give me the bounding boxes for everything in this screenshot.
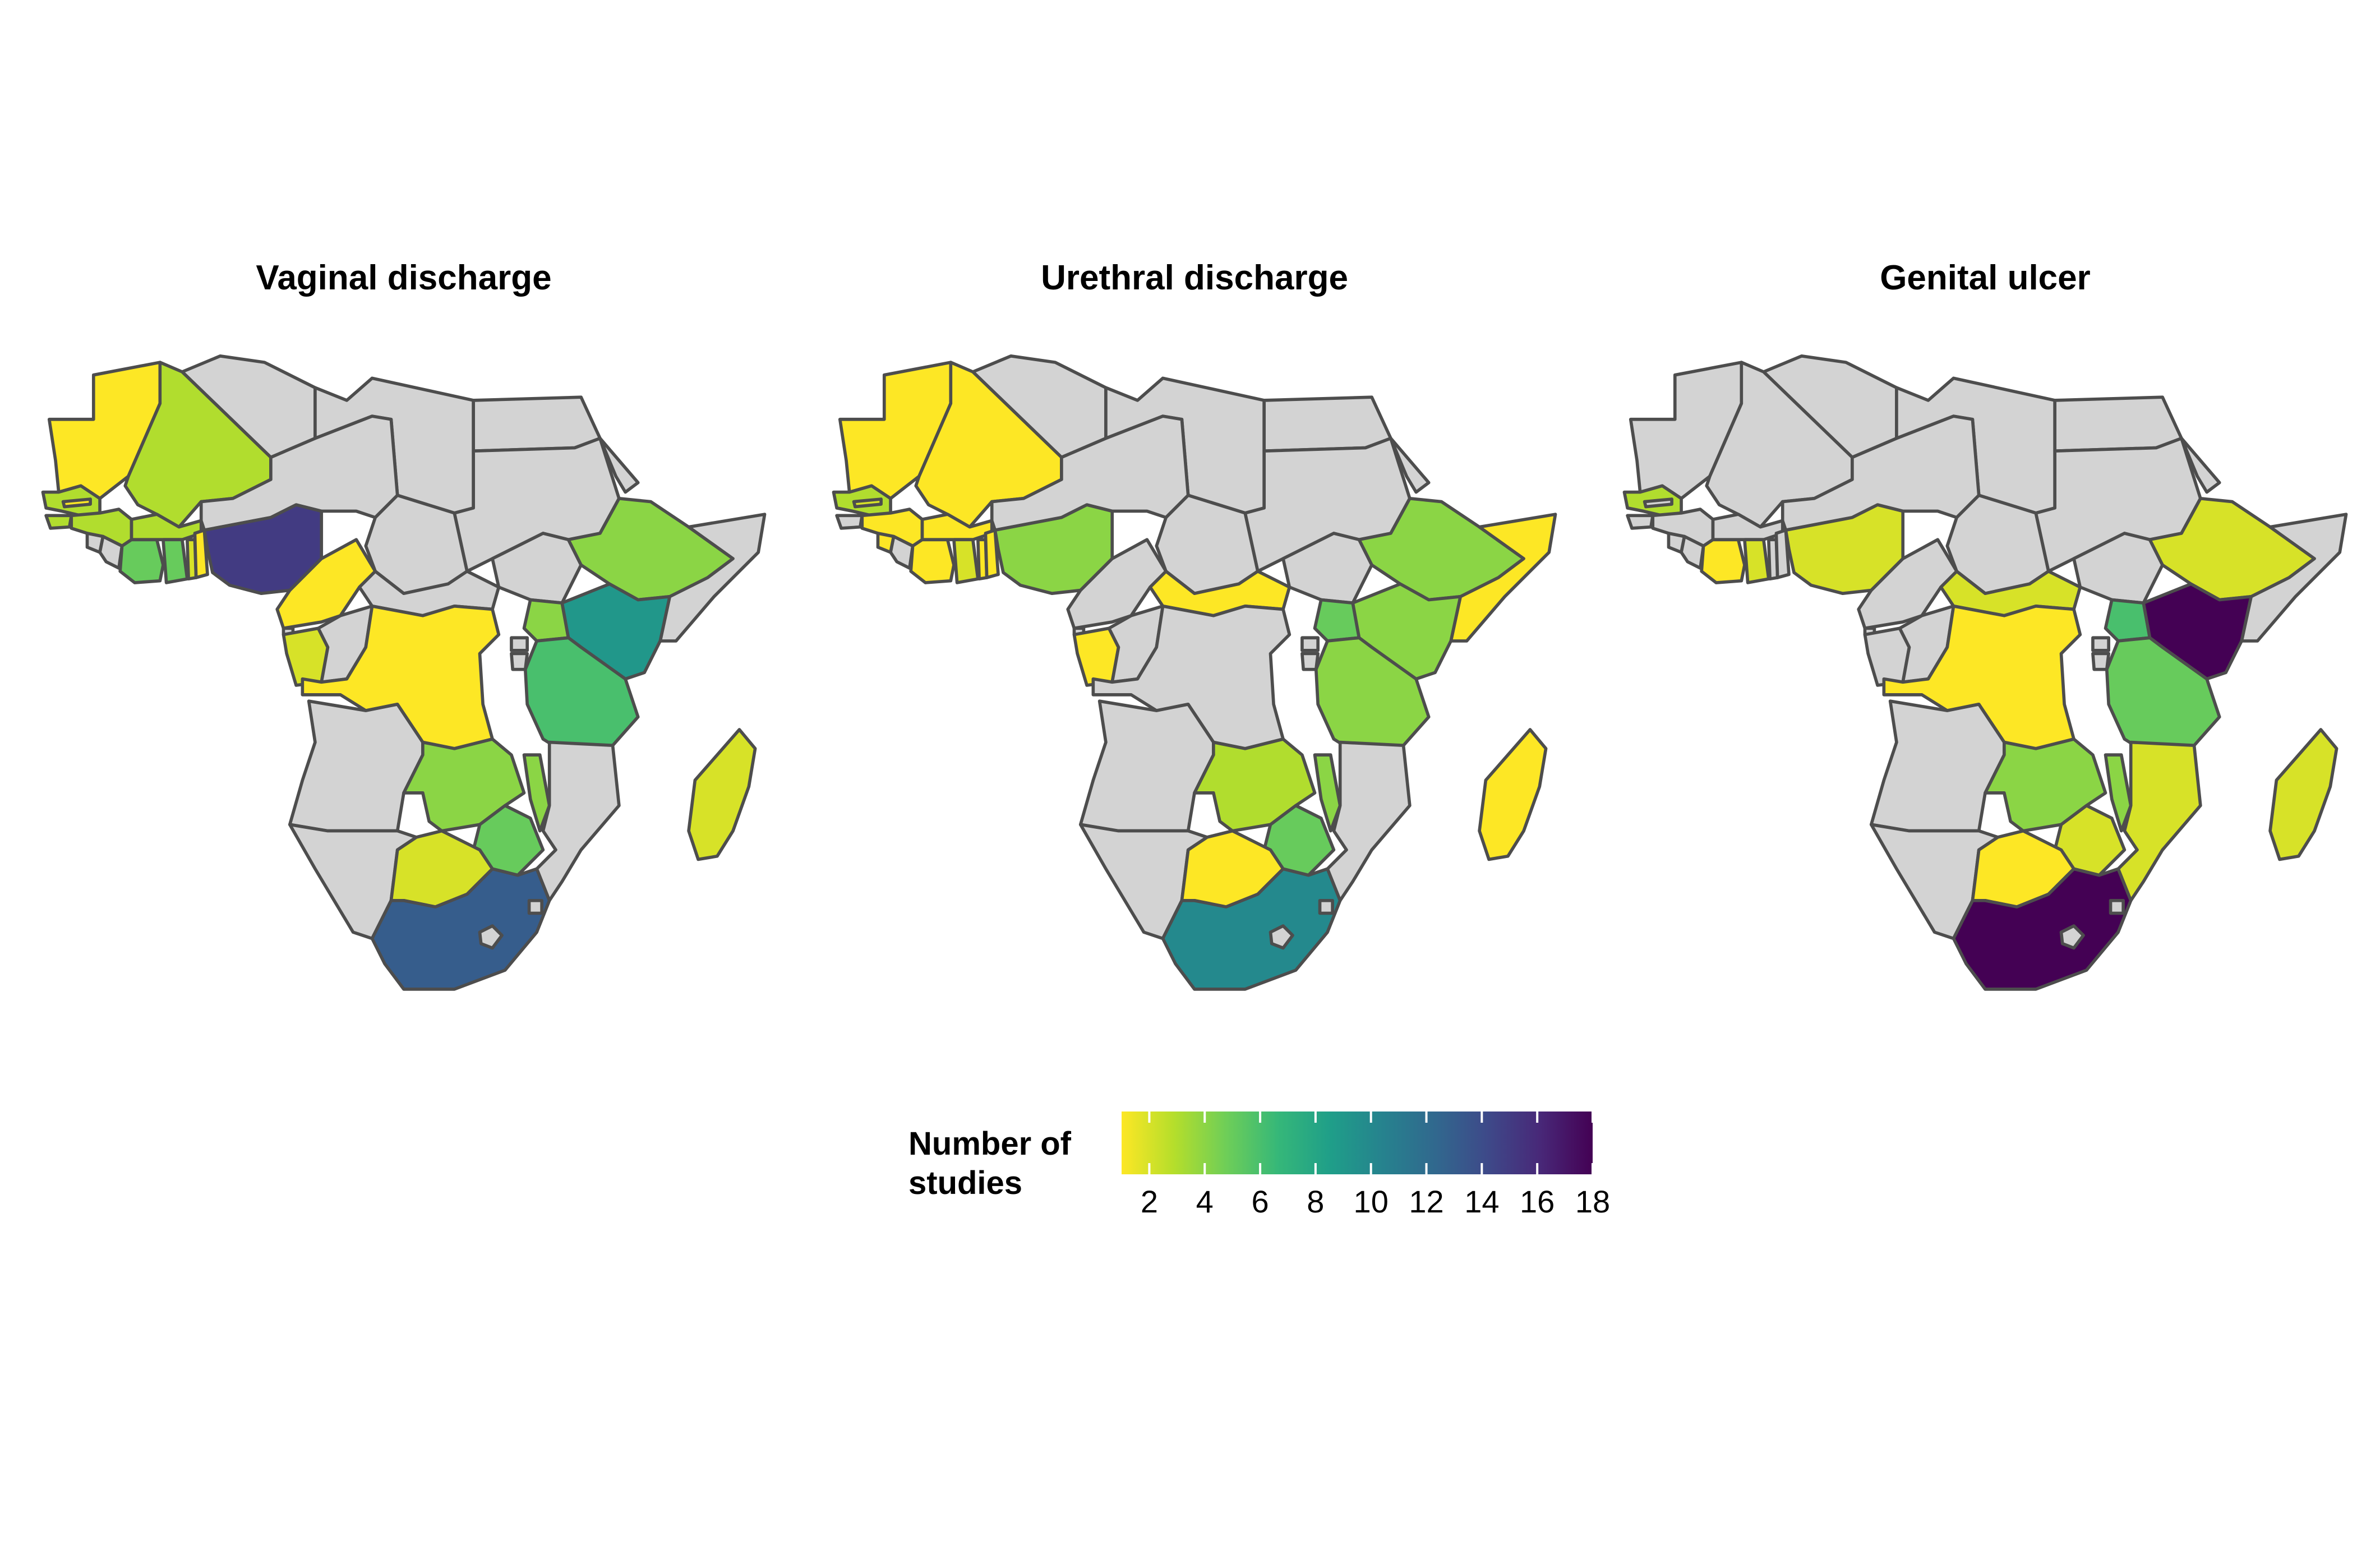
country-egypt [1262, 395, 1392, 453]
country-ivory-coast [1700, 538, 1746, 584]
country-eswatini [1318, 898, 1334, 915]
country-liberia [1680, 534, 1705, 570]
country-south-africa [1161, 867, 1342, 991]
country-madagascar [2268, 728, 2339, 861]
country-angola [1869, 699, 2006, 833]
country-south-sudan [491, 532, 583, 605]
country-eritrea [2180, 436, 2221, 494]
country-burkina-faso [920, 513, 994, 542]
country-ghana [162, 538, 189, 584]
country-south-sudan [1281, 532, 1373, 605]
country-egypt [472, 395, 602, 453]
country-ghana [1743, 538, 1770, 584]
legend-tick-label: 2 [1140, 1184, 1158, 1219]
africa-map [1622, 354, 2348, 991]
country-lesotho [478, 924, 504, 950]
country-mozambique [2116, 740, 2202, 902]
country-gambia [852, 497, 883, 509]
country-south-africa [370, 867, 551, 991]
legend-tick-label: 18 [1575, 1184, 1611, 1219]
country-cameroon [1857, 538, 1959, 630]
country-somalia [2240, 513, 2348, 643]
country-benin [193, 528, 209, 579]
country-burkina-faso [130, 513, 203, 542]
country-rwanda [2091, 636, 2110, 652]
map-panel-2: Urethral discharge [802, 258, 1587, 1021]
country-madagascar [1478, 728, 1548, 861]
country-cameroon [275, 538, 377, 630]
country-liberia [98, 534, 124, 570]
country-guinea-bissau [835, 514, 864, 530]
country-lesotho [1269, 924, 1294, 950]
country-mozambique [535, 740, 621, 902]
legend-tick-labels: 2 4 6 8 10 12 14 16 18 [1122, 1183, 1610, 1223]
country-rwanda [510, 636, 529, 652]
country-eritrea [1389, 436, 1431, 494]
legend-tick-label: 14 [1464, 1184, 1500, 1219]
panel-title: Genital ulcer [1880, 259, 2091, 297]
legend-tick-label: 4 [1196, 1184, 1214, 1219]
country-angola [288, 699, 425, 833]
country-somalia [658, 513, 767, 643]
legend-colorbar [1122, 1112, 1593, 1174]
country-ivory-coast [909, 538, 956, 584]
map-panel-1: Vaginal discharge [11, 258, 796, 1021]
country-rwanda [1300, 636, 1320, 652]
legend-tick-marks [1148, 1112, 1593, 1174]
legend-tick-label: 8 [1307, 1184, 1325, 1219]
country-benin [984, 528, 1000, 579]
country-mozambique [1326, 740, 1412, 902]
legend-tick-label: 10 [1353, 1184, 1389, 1219]
country-liberia [889, 534, 915, 570]
legend-gradient [1122, 1112, 1593, 1174]
country-angola [1078, 699, 1215, 833]
country-south-sudan [2072, 532, 2164, 605]
country-benin [1774, 528, 1791, 579]
legend-tick-label: 16 [1520, 1184, 1555, 1219]
country-ghana [952, 538, 980, 584]
map-panel-3: Genital ulcer [1593, 258, 2378, 1021]
country-ivory-coast [118, 538, 165, 584]
country-egypt [2053, 395, 2183, 453]
africa-map [41, 354, 767, 991]
country-lesotho [2059, 924, 2085, 950]
legend-tick-label: 12 [1409, 1184, 1444, 1219]
country-cameroon [1066, 538, 1168, 630]
legend-tick-label: 6 [1251, 1184, 1269, 1219]
africa-map [832, 354, 1557, 991]
country-south-africa [1952, 867, 2133, 991]
country-guinea-bissau [1626, 514, 1655, 530]
country-eswatini [527, 898, 543, 915]
country-gambia [61, 497, 92, 509]
country-burkina-faso [1711, 513, 1784, 542]
panel-title: Vaginal discharge [256, 259, 552, 297]
country-eswatini [2109, 898, 2125, 915]
country-somalia [1449, 513, 1557, 643]
country-gambia [1643, 497, 1673, 509]
country-madagascar [687, 728, 757, 861]
country-eritrea [598, 436, 640, 494]
country-guinea-bissau [44, 514, 73, 530]
legend-title: Number of studies [908, 1126, 1071, 1201]
panel-title: Urethral discharge [1041, 259, 1348, 297]
